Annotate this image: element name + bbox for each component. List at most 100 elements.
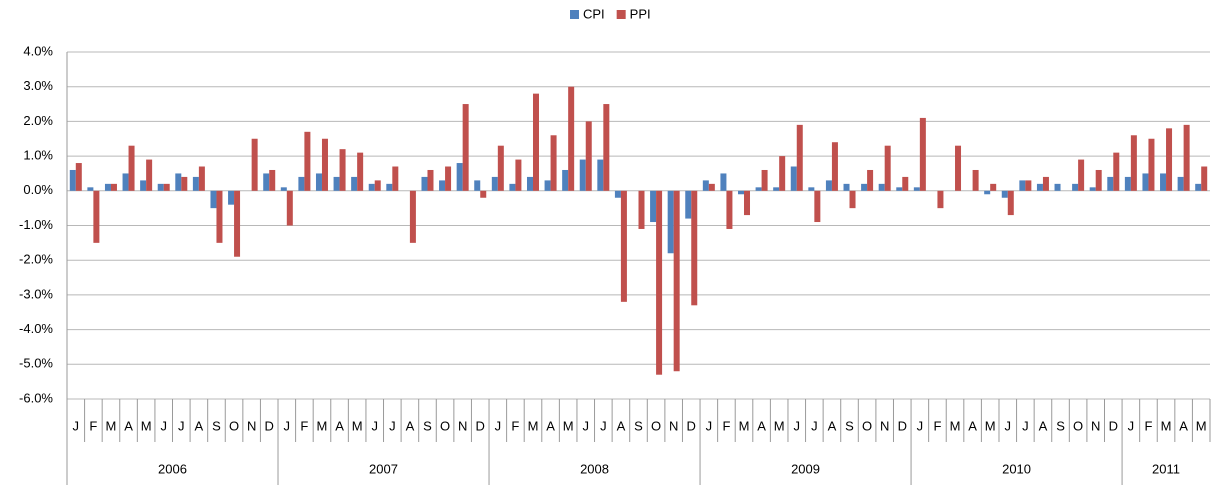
bar (445, 166, 452, 191)
bar (685, 190, 692, 219)
x-tick-label: A (124, 418, 133, 433)
y-tick-label: 1.0% (23, 148, 53, 163)
bar (790, 166, 797, 191)
bar (104, 183, 111, 191)
bar (374, 180, 381, 191)
x-tick-label: J (1022, 418, 1029, 433)
y-tick-label: 4.0% (23, 43, 53, 58)
bar (532, 93, 539, 191)
bar (1107, 176, 1114, 191)
x-tick-label: J (495, 418, 502, 433)
bar (339, 149, 346, 191)
bar (110, 183, 117, 191)
x-tick-label: D (1109, 418, 1118, 433)
bar (286, 190, 293, 226)
bar (526, 176, 533, 191)
bar (409, 190, 416, 243)
bar (843, 183, 850, 191)
bar (386, 183, 393, 191)
x-tick-label: F (1144, 418, 1152, 433)
x-tick-label: A (195, 418, 204, 433)
x-tick-label: J (600, 418, 607, 433)
x-tick-label: A (1039, 418, 1048, 433)
bar (298, 176, 305, 191)
bar (368, 183, 375, 191)
bar (175, 173, 182, 191)
bar (614, 190, 621, 198)
bar (1001, 190, 1008, 198)
bar (140, 180, 147, 191)
bar (157, 183, 164, 191)
x-group-label: 2011 (1152, 461, 1180, 476)
y-tick-label: -4.0% (19, 321, 53, 336)
y-tick-label: 3.0% (23, 78, 53, 93)
bar (585, 121, 592, 191)
bar (990, 183, 997, 191)
x-tick-label: M (317, 418, 328, 433)
x-tick-label: S (212, 418, 221, 433)
bar (269, 169, 276, 191)
bar (128, 145, 135, 191)
x-tick-label: A (828, 418, 837, 433)
bar (550, 135, 557, 191)
bar (650, 190, 657, 223)
x-group-label: 2008 (580, 461, 609, 476)
x-tick-label: N (1091, 418, 1100, 433)
x-tick-label: D (265, 418, 274, 433)
x-tick-label: J (582, 418, 589, 433)
y-tick-label: 0.0% (23, 182, 53, 197)
x-tick-label: M (141, 418, 152, 433)
bar (738, 190, 745, 195)
y-tick-label: -3.0% (19, 286, 53, 301)
x-tick-label: N (458, 418, 467, 433)
x-tick-label: A (546, 418, 555, 433)
bar (913, 187, 920, 191)
bar (1201, 166, 1208, 191)
bar (93, 190, 100, 243)
y-tick-label: -2.0% (19, 252, 53, 267)
x-tick-label: A (406, 418, 415, 433)
bar (351, 176, 358, 191)
bar (280, 187, 287, 191)
bar (667, 190, 674, 254)
x-tick-label: O (229, 418, 239, 433)
x-group-label: 2007 (369, 461, 398, 476)
x-tick-label: A (968, 418, 977, 433)
x-tick-label: J (284, 418, 291, 433)
x-tick-label: F (722, 418, 730, 433)
bar (321, 138, 328, 191)
bar (87, 187, 94, 191)
bar (1113, 152, 1120, 191)
bar (439, 180, 446, 191)
bar (263, 173, 270, 191)
bar (1036, 183, 1043, 191)
bar (333, 176, 340, 191)
bar (427, 169, 434, 191)
bar (1072, 183, 1079, 191)
bar (702, 180, 709, 191)
x-tick-label: F (89, 418, 97, 433)
bar (1183, 124, 1190, 191)
x-tick-label: S (1056, 418, 1065, 433)
bar (884, 145, 891, 191)
bar (544, 180, 551, 191)
bar (1130, 135, 1137, 191)
bar (761, 169, 768, 191)
x-tick-label: N (669, 418, 678, 433)
bar (421, 176, 428, 191)
bar (972, 169, 979, 191)
bar (1025, 180, 1032, 191)
x-group-label: 2006 (158, 461, 187, 476)
x-tick-label: O (440, 418, 450, 433)
bar (744, 190, 751, 216)
x-tick-label: M (985, 418, 996, 433)
bar (1195, 183, 1202, 191)
bar (937, 190, 944, 209)
x-group-label: 2009 (791, 461, 820, 476)
x-tick-label: M (528, 418, 539, 433)
bar (597, 159, 604, 191)
bar (1177, 176, 1184, 191)
bar (773, 187, 780, 191)
bar (251, 138, 258, 191)
bar (181, 176, 188, 191)
